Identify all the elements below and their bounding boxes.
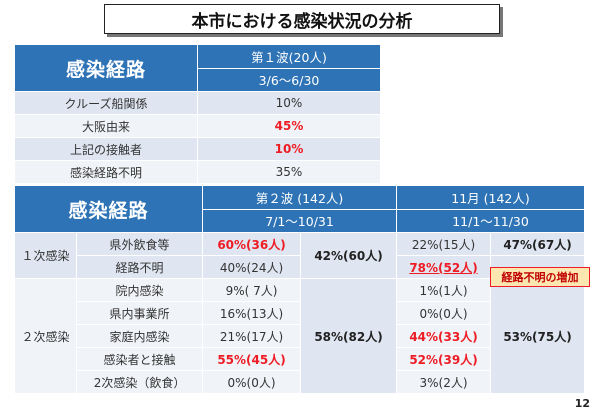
first-wave-table: 感染経路 第１波(20人) 3/6～6/30 クルーズ船関係 10% 大阪由来 … [14,44,381,184]
wave2-period: 7/1～10/31 [202,208,398,233]
wave2-value: 9%( 7人) [202,278,302,302]
sub-route: 院内感染 [75,278,204,302]
table-row: 感染者と接触 55%(45人) 52%(39人) [15,347,585,371]
wave2-value: 40%(24人) [202,255,302,279]
table-row: 2次感染（飲食） 0%(0人) 3%(2人) [15,370,585,394]
wave2-group-total: 58%(82人) [300,278,398,394]
sub-route: 感染者と接触 [75,347,204,371]
row-label: 上記の接触者 [14,137,198,161]
november-header: 11月 (142人) [396,185,586,210]
wave1-period: 3/6～6/30 [197,67,381,92]
sub-route: 県内事業所 [75,301,204,325]
wave2-value: 21%(17人) [202,324,302,348]
table-row: 上記の接触者 10% [14,137,381,161]
november-group-total: 53%(75人) [490,278,586,394]
table-row: ２次感染 院内感染 9%( 7人) 58%(82人) 1%(1人) 53%(75… [14,278,586,394]
november-period: 11/1～11/30 [396,208,586,233]
wave1-header: 第１波(20人) [197,44,381,69]
sub-route: 2次感染（飲食） [75,370,204,394]
november-value: 0%(0人) [396,301,492,325]
wave2-value: 0%(0人) [202,370,302,394]
row-value: 10% [197,91,381,115]
unknown-route-increase-callout: 経路不明の増加 [490,267,590,287]
table-row: クルーズ船関係 10% [14,91,381,115]
sub-route: 県外飲食等 [75,232,204,256]
row-value: 35% [197,160,381,184]
wave2-group-total: 42%(60人) [300,232,398,279]
november-value: 44%(33人) [396,324,492,348]
november-group-total: 47%(67人) [490,232,586,256]
sub-route: 家庭内感染 [75,324,204,348]
sub-route: 経路不明 [75,255,204,279]
november-value: 1%(1人) [396,278,492,302]
wave2-value: 16%(13人) [202,301,302,325]
november-value: 3%(2人) [396,370,492,394]
table-row: 家庭内感染 21%(17人) 44%(33人) [15,324,585,348]
group-label-primary: １次感染 [14,232,77,279]
row-value: 45% [197,114,381,138]
wave2-value: 55%(45人) [202,347,302,371]
page-number: 12 [574,397,590,410]
second-wave-table: 感染経路 第２波 (142人) 11月 (142人) 7/1～10/31 11/… [13,185,586,394]
table-row: 県内事業所 16%(13人) 0%(0人) [15,301,585,325]
table-row: 感染経路不明 35% [14,160,381,184]
november-value: 78%(52人) [396,255,492,279]
wave2-header: 第２波 (142人) [202,185,398,210]
row-label: クルーズ船関係 [14,91,198,115]
row-value: 10% [197,137,381,161]
route-header: 感染経路 [14,44,198,92]
row-label: 感染経路不明 [14,160,198,184]
november-value: 22%(15人) [396,232,492,256]
slide-title: 本市における感染状況の分析 [104,4,500,34]
group-label-secondary: ２次感染 [14,278,77,394]
route-header: 感染経路 [13,185,204,233]
table-row: １次感染 県外飲食等 60%(36人) 42%(60人) 22%(15人) 47… [14,232,586,279]
row-label: 大阪由来 [14,114,198,138]
wave2-value: 60%(36人) [202,232,302,256]
table-row: 大阪由来 45% [14,114,381,138]
november-value: 52%(39人) [396,347,492,371]
